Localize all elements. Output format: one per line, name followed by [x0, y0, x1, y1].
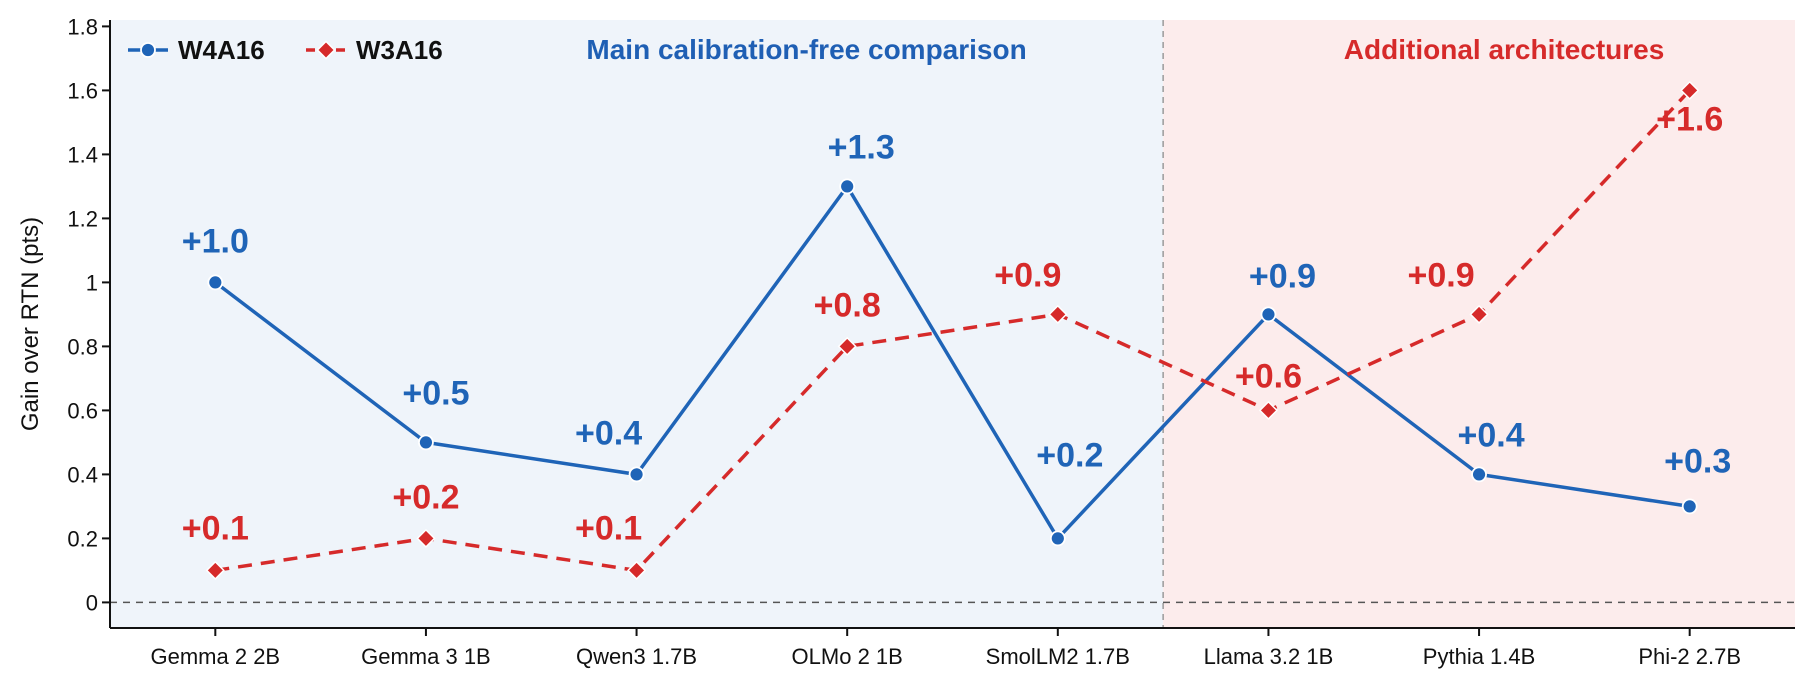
series-line-w4a16	[214, 184, 1690, 541]
data-label: +0.2	[392, 478, 459, 516]
region-background-2	[1163, 20, 1795, 628]
data-point	[140, 42, 156, 58]
data-label: +0.1	[575, 509, 642, 547]
data-label: +0.9	[1408, 256, 1475, 294]
x-tick-label: Phi-2 2.7B	[1638, 644, 1741, 669]
data-label: +0.8	[814, 286, 881, 324]
data-point	[839, 178, 856, 195]
series-line-w3a16	[215, 89, 1691, 573]
region-title-2: Additional architectures	[1344, 34, 1665, 65]
x-tick-label: Gemma 2 2B	[151, 644, 281, 669]
data-point	[1048, 304, 1068, 324]
y-tick-label: 0	[86, 590, 98, 615]
x-tick-label: SmolLM2 1.7B	[986, 644, 1130, 669]
x-tick-label: Qwen3 1.7B	[576, 644, 697, 669]
y-tick-label: 1	[86, 270, 98, 295]
data-label: +1.3	[828, 128, 895, 166]
y-tick-label: 1.8	[67, 14, 98, 39]
data-label: +0.5	[402, 374, 469, 412]
y-axis-title: Gain over RTN (pts)	[17, 217, 44, 431]
data-point	[1680, 80, 1700, 100]
y-tick-label: 1.4	[67, 142, 98, 167]
axes: 0 0.2 0.4 0.6 0.8 1 1.2 1.4 1.6 1.8 Gemma 2 2B Gemm…	[17, 14, 1795, 669]
data-label: +0.4	[1458, 416, 1525, 454]
region-title-1: Main calibration-free comparison	[586, 34, 1026, 65]
x-tick-label: Gemma 3 1B	[361, 644, 491, 669]
x-tick-label: Pythia 1.4B	[1423, 644, 1536, 669]
region-backgrounds: Main calibration-free comparison Addition…	[110, 20, 1795, 628]
data-point	[627, 560, 647, 580]
data-point	[1471, 466, 1487, 483]
x-tick-label: OLMo 2 1B	[792, 644, 903, 669]
series-lines	[205, 80, 1700, 580]
data-label: +0.9	[994, 256, 1061, 294]
data-label: +0.6	[1235, 357, 1302, 395]
data-point	[316, 40, 336, 60]
legend-label: W4A16	[178, 35, 265, 65]
data-point	[628, 466, 645, 483]
y-tick-label: 0.4	[67, 462, 98, 487]
data-point	[1049, 530, 1066, 547]
data-point	[1258, 400, 1279, 420]
data-label: +0.4	[575, 414, 642, 452]
y-tick-label: 0.2	[67, 526, 98, 551]
y-tick-label: 1.6	[67, 78, 98, 103]
data-label: +0.3	[1664, 442, 1731, 480]
y-tick-label: 0.8	[67, 334, 98, 359]
x-tick-label: Llama 3.2 1B	[1204, 644, 1334, 669]
data-point	[1469, 304, 1489, 324]
data-point	[837, 336, 857, 356]
data-point	[418, 434, 434, 451]
data-label: +0.9	[1249, 257, 1316, 295]
data-point	[416, 528, 436, 548]
data-label: +1.0	[182, 222, 249, 260]
y-tick-label: 1.2	[67, 206, 98, 231]
legend-label: W3A16	[356, 35, 443, 65]
y-tick-label: 0.6	[67, 398, 98, 423]
legend-entry-w3a16: W3A16	[306, 35, 443, 65]
legend: W4A16 W3A16	[128, 35, 443, 65]
data-labels: +1.0 +0.5 +0.4 +1.3 +0.2 +0.9 +0.4 +0.3 +0.1 +0.2…	[182, 100, 1732, 547]
data-point	[1681, 498, 1698, 515]
data-point	[205, 560, 225, 580]
data-label: +0.1	[182, 509, 249, 547]
data-label: +1.6	[1656, 100, 1723, 138]
data-label: +0.2	[1036, 436, 1103, 474]
data-point	[207, 274, 224, 291]
data-point	[1260, 306, 1277, 323]
legend-entry-w4a16: W4A16	[128, 35, 265, 65]
